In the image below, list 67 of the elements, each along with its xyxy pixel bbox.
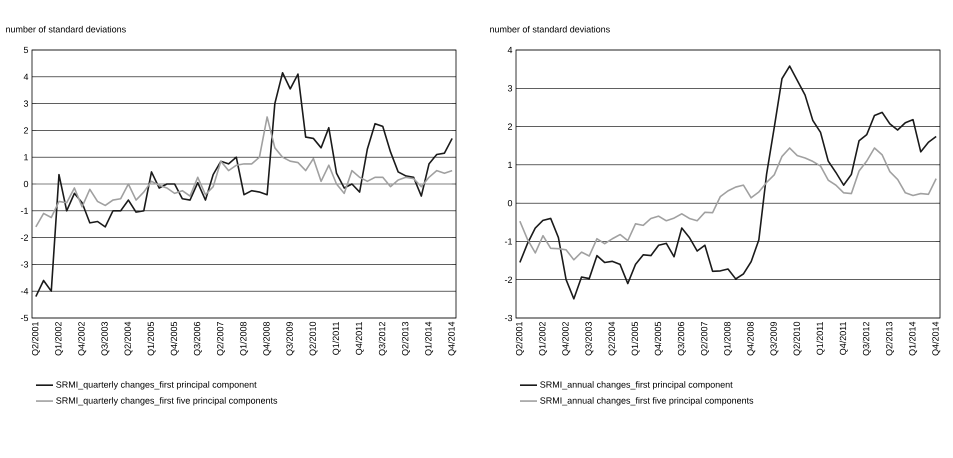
x-tick-label: Q4/2008: [263, 322, 272, 356]
x-tick-label: Q2/2010: [793, 322, 802, 356]
x-tick-label: Q2/2010: [309, 322, 318, 356]
x-tick-label: Q3/2006: [194, 322, 202, 356]
y-tick-label: -2: [504, 276, 512, 283]
x-tick-label: Q1/2011: [332, 322, 341, 355]
y-tick-label: -3: [20, 261, 28, 268]
y-tick-label: 1: [508, 162, 512, 168]
line-series: [35, 72, 453, 298]
x-tick-label: Q4/2014: [448, 322, 456, 356]
x-tick-label: Q3/2003: [585, 322, 594, 356]
x-tick-label: Q1/2008: [240, 322, 248, 356]
x-tick-label: Q4/2011: [356, 322, 364, 355]
x-tick-label: Q1/2005: [631, 322, 640, 356]
x-tick-label: Q1/2002: [54, 322, 64, 356]
y-tick-label: -1: [504, 238, 512, 245]
y-tick-label: -4: [20, 288, 28, 294]
y-tick-label: 4: [24, 74, 28, 80]
y-tick-label: -2: [20, 234, 28, 241]
x-tick-label: Q3/2012: [862, 322, 871, 356]
x-tick-label: Q4/2008: [747, 322, 756, 356]
y-tick-label: 1: [24, 154, 28, 160]
x-tick-label: Q1/2011: [816, 322, 825, 355]
y-tick-label: 0: [508, 200, 512, 206]
x-tick-label: Q1/2008: [724, 322, 732, 356]
x-tick-label: Q4/2014: [932, 322, 940, 356]
x-tick-label: Q1/2002: [538, 322, 548, 356]
x-tick-label: Q3/2006: [678, 322, 686, 356]
x-tick-label: Q1/2014: [424, 322, 434, 356]
x-tick-label: Q3/2009: [286, 322, 294, 356]
y-tick-label: -5: [20, 314, 28, 322]
y-tick-label: 2: [24, 127, 28, 134]
x-tick-label: Q2/2007: [700, 322, 709, 356]
x-tick-label: Q2/2013: [402, 322, 410, 356]
x-tick-label: Q4/2005: [170, 322, 179, 356]
legend-label: SRMI_annual changes_first principal component: [540, 381, 733, 390]
x-tick-label: Q4/2002: [78, 322, 86, 356]
y-tick-label: -3: [504, 314, 512, 322]
y-tick-label: 5: [24, 46, 28, 54]
y-tick-label: 0: [24, 180, 28, 188]
x-tick-label: Q3/2012: [378, 322, 387, 356]
y-axis-title: number of standard deviations: [6, 26, 126, 32]
x-tick-label: Q2/2004: [124, 322, 132, 356]
x-tick-label: Q2/2004: [608, 322, 616, 356]
line-series: [519, 65, 937, 300]
y-axis-title: number of standard deviations: [490, 26, 610, 32]
legend-label: SRMI_annual changes_first five principal components: [540, 397, 754, 406]
x-tick-label: Q1/2005: [147, 322, 156, 356]
y-tick-label: 3: [508, 85, 512, 92]
x-tick-label: Q4/2002: [562, 322, 570, 356]
x-tick-label: Q4/2005: [654, 322, 663, 356]
x-tick-label: Q2/2013: [886, 322, 894, 356]
x-tick-label: Q1/2014: [908, 322, 918, 356]
legend-label: SRMI_quarterly changes_first five principal components: [56, 397, 278, 406]
legend-label: SRMI_quarterly changes_first principal component: [56, 381, 257, 390]
x-tick-label: Q3/2003: [101, 322, 110, 356]
x-tick-label: Q4/2011: [840, 322, 848, 355]
y-tick-label: -1: [20, 208, 28, 214]
y-tick-label: 2: [508, 123, 512, 130]
y-tick-label: 4: [508, 46, 512, 54]
x-tick-label: Q2/2007: [216, 322, 225, 356]
x-tick-label: Q3/2009: [770, 322, 778, 356]
line-series: [519, 147, 937, 261]
line-series: [35, 116, 453, 228]
x-tick-label: Q2/2001: [516, 322, 524, 356]
y-tick-label: 3: [24, 100, 28, 107]
x-tick-label: Q2/2001: [32, 322, 40, 356]
